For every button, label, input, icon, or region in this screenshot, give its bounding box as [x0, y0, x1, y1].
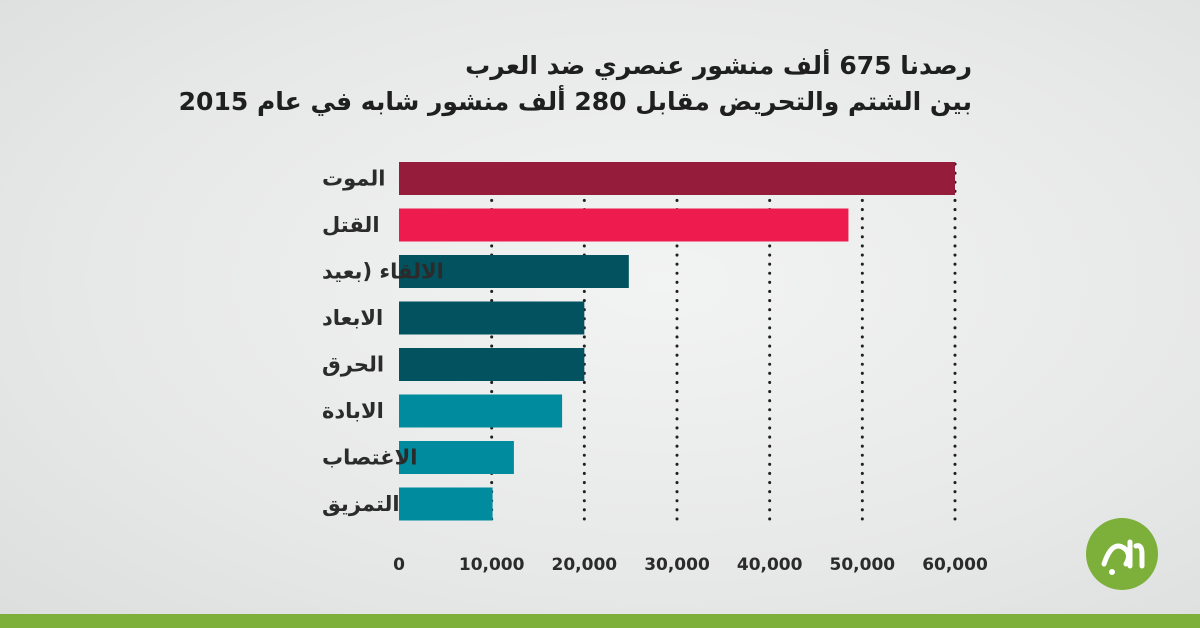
category-label-7: التمزيق: [322, 492, 400, 516]
category-label-3: الابعاد: [322, 306, 383, 330]
category-label-4: الحرق: [322, 353, 384, 377]
x-tick-label-4: 40,000: [737, 555, 803, 575]
category-label-2: الالقاء (بعيد: [322, 260, 444, 284]
x-tick-label-6: 60,000: [922, 555, 988, 575]
bar-0: [399, 162, 955, 195]
bar-3: [399, 301, 585, 335]
bar-7: [399, 487, 493, 521]
bars: [399, 162, 955, 521]
category-labels: الموت القتل الالقاء (بعيد الابعاد الحرق الابا…: [322, 167, 444, 517]
bottom-bar: [0, 614, 1200, 628]
bar-6: [399, 441, 514, 474]
gridlines: [490, 162, 957, 530]
x-tick-label-3: 30,000: [644, 555, 710, 575]
x-tick-label-2: 20,000: [552, 555, 618, 575]
category-label-5: الابادة: [322, 399, 384, 423]
bar-1: [399, 208, 849, 242]
hamla-logo-icon: [1086, 518, 1158, 590]
bar-4: [399, 348, 585, 381]
bar-5: [399, 394, 563, 428]
category-label-0: الموت: [322, 167, 385, 191]
chart-title-line-1: رصدنا 675 ألف منشور عنصري ضد العرب: [465, 51, 972, 80]
x-tick-label-5: 50,000: [830, 555, 896, 575]
x-tick-label-0: 0: [393, 555, 405, 575]
chart-title: رصدنا 675 ألف منشور عنصري ضد العرب بين ا…: [172, 48, 972, 120]
x-tick-label-1: 10,000: [459, 555, 525, 575]
category-label-6: الاغتصاب: [322, 446, 417, 470]
category-label-1: القتل: [322, 213, 380, 237]
bar-2: [399, 255, 629, 288]
chart-title-line-2: بين الشتم والتحريض مقابل 280 ألف منشور ش…: [178, 87, 972, 116]
x-axis-tick-labels: 0 10,000 20,000 30,000 40,000 50,000 60,000: [393, 555, 988, 575]
